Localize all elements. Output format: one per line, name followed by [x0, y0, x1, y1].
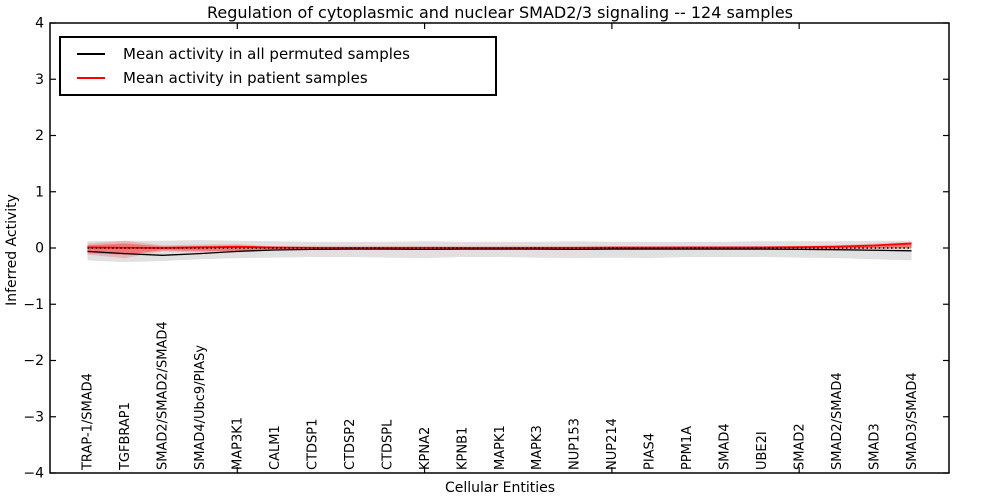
legend-line-permuted-icon [77, 52, 105, 55]
x-category-label: TGFBRAP1 [118, 402, 133, 471]
y-tick-label: 1 [35, 184, 44, 200]
x-category-label: SMAD3 [867, 423, 882, 470]
legend-item-patient: Mean activity in patient samples [77, 69, 495, 87]
series-line-1 [87, 242, 912, 249]
x-category-label: CALM1 [268, 425, 283, 470]
legend-label-permuted: Mean activity in all permuted samples [123, 44, 410, 63]
band-permuted-samples-range [87, 240, 912, 263]
y-tick-label: 2 [35, 128, 44, 144]
x-category-label: SMAD2 [792, 423, 807, 470]
legend-label-patient: Mean activity in patient samples [123, 69, 368, 88]
y-tick-label: 0 [35, 241, 44, 257]
chart-title: Regulation of cytoplasmic and nuclear SM… [207, 3, 793, 22]
y-axis-label: Inferred Activity [4, 194, 20, 306]
y-tick-label: −1 [23, 297, 44, 313]
x-category-label: CTDSP2 [343, 419, 358, 470]
x-category-label: KPNA2 [418, 427, 433, 470]
x-category-label: CTDSP1 [305, 419, 320, 470]
x-category-label: SMAD4 [718, 423, 733, 470]
x-category-label: PIAS4 [643, 433, 658, 470]
x-category-label: TRAP-1/SMAD4 [81, 373, 96, 471]
legend: Mean activity in all permuted samples Me… [59, 36, 497, 96]
y-tick-label: −3 [23, 409, 44, 425]
x-category-label: PPM1A [680, 426, 695, 470]
x-category-label: SMAD4/Ubc9/PIASy [193, 345, 208, 470]
x-category-label: NUP214 [605, 418, 620, 470]
x-category-label: SMAD3/SMAD4 [905, 372, 920, 470]
x-category-label: NUP153 [568, 418, 583, 470]
y-tick-label: −2 [23, 353, 44, 369]
legend-line-patient-icon [77, 77, 105, 80]
y-tick-label: 3 [35, 72, 44, 88]
x-category-label: SMAD2/SMAD2/SMAD4 [156, 321, 171, 470]
y-tick-label: −4 [23, 466, 44, 482]
x-category-label: SMAD2/SMAD4 [830, 372, 845, 470]
plot-area: −4 −3 −2 −1 0 1 2 3 4 TRAP-1/SMAD4 TGFBRAP1 SMAD2/S… [23, 16, 950, 482]
series-line-0 [87, 248, 912, 256]
x-category-label: UBE2I [755, 431, 770, 470]
band-patient-samples-range-outer [87, 240, 912, 259]
x-category-label: MAPK1 [493, 425, 508, 470]
x-axis-label: Cellular Entities [445, 480, 555, 496]
x-category-label: MAP3K1 [231, 417, 246, 470]
y-tick-label: 4 [35, 16, 44, 32]
x-category-label: MAPK3 [530, 425, 545, 470]
x-category-label: KPNB1 [455, 427, 470, 470]
x-category-label: CTDSPL [380, 419, 395, 470]
legend-item-permuted: Mean activity in all permuted samples [77, 45, 495, 63]
